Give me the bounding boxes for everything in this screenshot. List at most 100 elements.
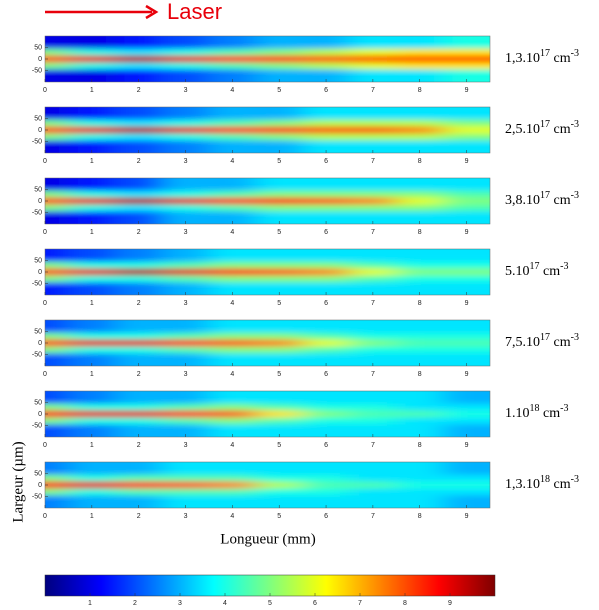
colorbar-tick-label: 6	[313, 600, 317, 607]
heatmap-cell	[208, 391, 257, 405]
heatmap-cell	[115, 190, 163, 199]
heatmap-cell	[68, 417, 116, 425]
density-label: 3,8.1017 cm-3	[505, 190, 579, 208]
heatmap-cell	[255, 107, 304, 121]
heatmap-cell	[68, 495, 116, 508]
heatmap-cell	[68, 488, 116, 496]
heatmap-cell	[45, 69, 69, 82]
heatmap-cell	[396, 62, 444, 70]
heatmap-cell	[443, 197, 490, 205]
heatmap-cell	[162, 339, 210, 347]
heatmap-cell	[396, 410, 444, 418]
x-tick-label: 1	[90, 300, 94, 307]
heatmap-cell	[443, 119, 490, 128]
x-tick-label: 6	[324, 229, 328, 236]
heatmap-cell	[302, 462, 350, 476]
y-tick-label: 0	[38, 411, 42, 418]
x-tick-label: 9	[465, 371, 469, 378]
x-tick-label: 7	[371, 442, 375, 449]
y-tick-label: 0	[38, 340, 42, 347]
heatmap-cell	[302, 249, 350, 263]
heatmap-cell	[68, 346, 116, 354]
heatmap-cell	[443, 391, 490, 405]
heatmap-cell	[443, 474, 490, 483]
heatmap-cell	[115, 133, 163, 141]
heatmap-cell	[302, 481, 350, 489]
heatmap-cell	[255, 190, 304, 199]
heatmap-cell	[115, 126, 163, 134]
heatmap-cell	[255, 69, 304, 82]
heatmap-cell	[255, 462, 304, 476]
x-tick-label: 6	[324, 513, 328, 520]
heatmap-cell	[349, 462, 397, 476]
heatmap-cell	[396, 211, 444, 224]
density-label-part: -3	[571, 190, 579, 201]
heatmap-cell	[115, 268, 163, 276]
x-tick-label: 3	[184, 229, 188, 236]
heatmap-cell	[302, 391, 350, 405]
heatmap-cell	[208, 403, 257, 412]
x-axis-label: Longueur (mm)	[220, 531, 315, 547]
x-tick-label: 1	[90, 513, 94, 520]
x-tick-label: 9	[465, 158, 469, 165]
y-axis-label: Largeur (µm)	[10, 441, 26, 522]
heatmap-cell	[208, 495, 257, 508]
heatmap-cell	[68, 69, 116, 82]
heatmap-cell	[443, 410, 490, 418]
heatmap-cell	[162, 211, 210, 224]
x-tick-label: 8	[418, 371, 422, 378]
y-tick-label: 0	[38, 269, 42, 276]
heatmap-cell	[45, 495, 69, 508]
heatmap-cell	[302, 119, 350, 128]
density-label-part: 7,5.10	[505, 335, 540, 350]
colorbar-tick-label: 3	[178, 600, 182, 607]
heatmap-cell	[302, 495, 350, 508]
heatmap-cell	[443, 417, 490, 425]
heatmap-cell	[255, 48, 304, 57]
heatmap-cell	[208, 249, 257, 263]
heatmap-cell	[162, 133, 210, 141]
heatmap-cell	[208, 197, 257, 205]
heatmap-cell	[349, 481, 397, 489]
heatmap-cell	[45, 204, 69, 212]
heatmap-cell	[443, 320, 490, 334]
density-label-part: 3,8.10	[505, 193, 540, 208]
x-tick-label: 5	[277, 371, 281, 378]
heatmap-cell	[45, 62, 69, 70]
x-tick-label: 6	[324, 87, 328, 94]
heatmap-cell	[208, 69, 257, 82]
heatmap-cell	[396, 261, 444, 270]
heatmap	[45, 36, 490, 82]
heatmap-cell	[302, 190, 350, 199]
heatmap-cell	[349, 62, 397, 70]
heatmap-cell	[68, 391, 116, 405]
laser-arrow-head	[145, 4, 159, 20]
heatmap-cell	[208, 126, 257, 134]
density-label: 1.1018 cm-3	[505, 403, 568, 421]
heatmap-cell	[162, 36, 210, 50]
heatmap-cell	[255, 410, 304, 418]
heatmap-cell	[115, 119, 163, 128]
heatmap	[45, 178, 490, 224]
heatmap-cell	[115, 36, 163, 50]
heatmap-cell	[349, 204, 397, 212]
heatmap	[45, 107, 490, 153]
heatmap-cell	[162, 282, 210, 295]
x-tick-label: 9	[465, 229, 469, 236]
heatmap-cell	[396, 424, 444, 437]
heatmap-cell	[208, 119, 257, 128]
heatmap-cell	[45, 403, 69, 412]
heatmap-cell	[443, 282, 490, 295]
y-tick-label: -50	[32, 209, 42, 216]
heatmap-cell	[443, 346, 490, 354]
heatmap-cell	[396, 275, 444, 283]
x-tick-label: 2	[137, 158, 141, 165]
heatmap-cell	[45, 211, 69, 224]
heatmap-cell	[255, 332, 304, 341]
heatmap-cell	[255, 275, 304, 283]
heatmap-cell	[396, 353, 444, 366]
colorbar-tick-label: 7	[358, 600, 362, 607]
heatmap-cell	[68, 403, 116, 412]
density-label-part: cm	[540, 406, 561, 421]
heatmap-cells	[45, 249, 490, 295]
